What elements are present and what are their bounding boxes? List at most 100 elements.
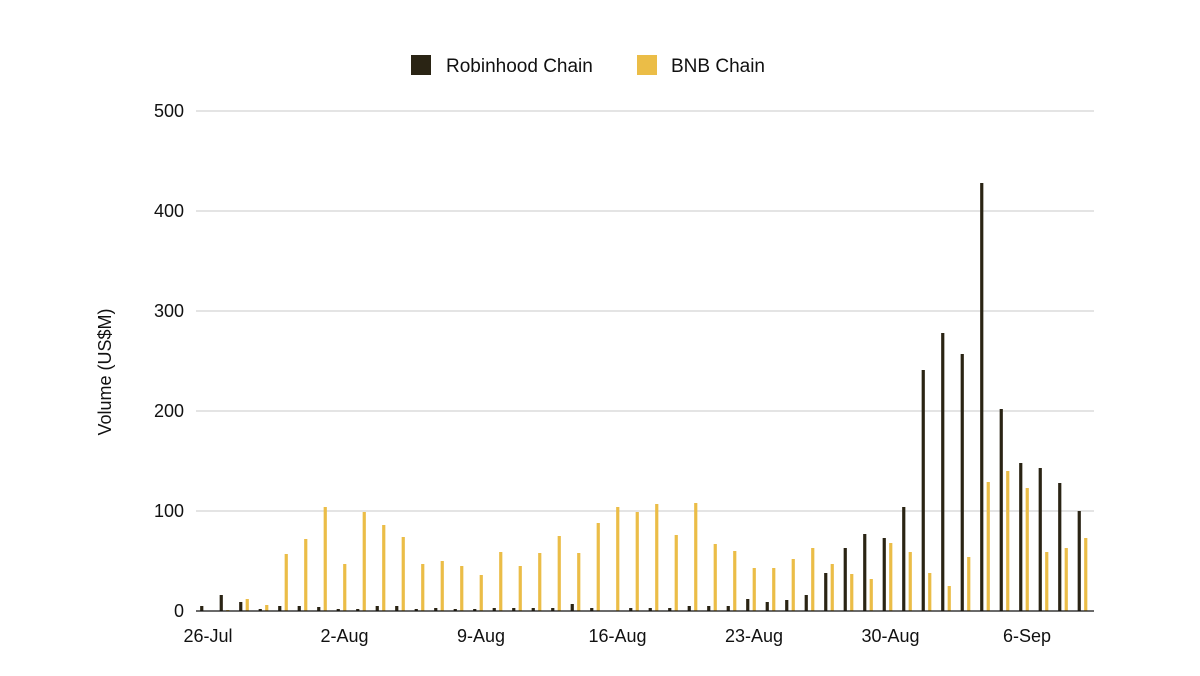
bar-robinhood-chain-27-aug: [824, 573, 828, 611]
bar-robinhood-chain-29-aug: [863, 534, 867, 611]
bar-robinhood-chain-13-aug: [551, 608, 555, 611]
bar-robinhood-chain-6-aug: [414, 609, 418, 611]
bar-bnb-chain-9-aug: [479, 575, 483, 611]
bar-robinhood-chain-26-jul: [200, 606, 204, 611]
bar-bnb-chain-3-sep: [967, 557, 971, 611]
bar-robinhood-chain-8-aug: [453, 609, 457, 611]
bar-bnb-chain-29-aug: [869, 579, 873, 611]
y-tick-label: 500: [154, 101, 184, 121]
bar-robinhood-chain-20-aug: [687, 606, 691, 611]
bar-bnb-chain-31-jul: [304, 539, 308, 611]
bar-bnb-chain-2-sep: [947, 586, 951, 611]
bar-bnb-chain-9-sep: [1084, 538, 1088, 611]
bar-robinhood-chain-30-jul: [278, 606, 282, 611]
bar-bnb-chain-7-aug: [440, 561, 444, 611]
bar-bnb-chain-30-jul: [284, 554, 288, 611]
x-tick-label: 16-Aug: [588, 626, 646, 646]
y-axis-tick-labels: 0 100 200 300 400 500: [154, 101, 184, 621]
x-tick-label: 9-Aug: [457, 626, 505, 646]
bar-bnb-chain-29-jul: [265, 605, 269, 611]
bar-bnb-chain-11-aug: [518, 566, 522, 611]
bar-bnb-chain-6-sep: [1025, 488, 1029, 611]
bar-bnb-chain-3-aug: [362, 512, 366, 611]
bar-robinhood-chain-1-aug: [317, 607, 321, 611]
x-tick-label: 2-Aug: [320, 626, 368, 646]
bar-bnb-chain-4-aug: [382, 525, 386, 611]
bar-robinhood-chain-19-aug: [668, 608, 672, 611]
bar-robinhood-chain-18-aug: [648, 608, 652, 611]
bar-bnb-chain-17-aug: [635, 512, 639, 611]
bar-robinhood-chain-12-aug: [531, 608, 535, 611]
bar-bnb-chain-21-aug: [713, 544, 717, 611]
bar-bnb-chain-31-aug: [908, 552, 912, 611]
bar-robinhood-chain-23-aug: [746, 599, 750, 611]
bar-robinhood-chain-26-aug: [804, 595, 808, 611]
bar-robinhood-chain-5-aug: [395, 606, 399, 611]
x-tick-label: 30-Aug: [861, 626, 919, 646]
bar-robinhood-chain-8-sep: [1058, 483, 1062, 611]
bar-robinhood-chain-10-aug: [492, 608, 496, 611]
bar-robinhood-chain-31-aug: [902, 507, 906, 611]
bar-robinhood-chain-2-sep: [941, 333, 945, 611]
bar-robinhood-chain-4-sep: [980, 183, 984, 611]
bar-bnb-chain-7-sep: [1045, 552, 1049, 611]
legend-swatch-robinhood-chain: [411, 55, 431, 75]
bar-bnb-chain-8-sep: [1064, 548, 1068, 611]
bar-robinhood-chain-17-aug: [629, 608, 633, 611]
bar-bnb-chain-18-aug: [655, 504, 659, 611]
bar-robinhood-chain-15-aug: [590, 608, 594, 611]
bar-robinhood-chain-4-aug: [375, 606, 379, 611]
bar-robinhood-chain-30-aug: [882, 538, 886, 611]
bar-bnb-chain-22-aug: [733, 551, 737, 611]
bar-bnb-chain-5-aug: [401, 537, 405, 611]
bar-robinhood-chain-31-jul: [297, 606, 301, 611]
bar-bnb-chain-4-sep: [986, 482, 990, 611]
y-tick-label: 100: [154, 501, 184, 521]
bar-bnb-chain-1-sep: [928, 573, 932, 611]
bar-robinhood-chain-7-sep: [1038, 468, 1042, 611]
bar-robinhood-chain-27-jul: [219, 595, 223, 611]
y-tick-label: 0: [174, 601, 184, 621]
bars: [200, 183, 1088, 611]
bar-bnb-chain-26-aug: [811, 548, 815, 611]
y-tick-label: 400: [154, 201, 184, 221]
bar-robinhood-chain-5-sep: [999, 409, 1003, 611]
legend-label-bnb-chain: BNB Chain: [671, 56, 765, 77]
bar-robinhood-chain-29-jul: [258, 609, 262, 611]
bar-robinhood-chain-6-sep: [1019, 463, 1023, 611]
bar-bnb-chain-1-aug: [323, 507, 327, 611]
x-tick-label: 6-Sep: [1003, 626, 1051, 646]
bar-robinhood-chain-28-aug: [843, 548, 847, 611]
bar-robinhood-chain-22-aug: [726, 606, 730, 611]
bar-bnb-chain-6-aug: [421, 564, 425, 611]
bar-robinhood-chain-3-sep: [960, 354, 964, 611]
bar-robinhood-chain-24-aug: [765, 602, 769, 611]
gridlines: [196, 110, 1094, 512]
bar-robinhood-chain-14-aug: [570, 604, 574, 611]
bar-bnb-chain-20-aug: [694, 503, 698, 611]
bar-bnb-chain-12-aug: [538, 553, 542, 611]
bar-robinhood-chain-21-aug: [707, 606, 711, 611]
y-axis-title: Volume (US$M): [95, 308, 115, 435]
bar-bnb-chain-24-aug: [772, 568, 776, 611]
x-tick-label: 23-Aug: [725, 626, 783, 646]
bar-bnb-chain-16-aug: [616, 507, 620, 611]
legend-label-robinhood-chain: Robinhood Chain: [446, 56, 593, 77]
bar-robinhood-chain-9-aug: [473, 609, 477, 611]
bar-bnb-chain-19-aug: [674, 535, 678, 611]
legend: Robinhood Chain BNB Chain: [411, 55, 765, 77]
y-tick-label: 200: [154, 401, 184, 421]
bar-robinhood-chain-2-aug: [336, 609, 340, 611]
x-tick-label: 26-Jul: [183, 626, 232, 646]
bar-bnb-chain-28-jul: [245, 599, 249, 611]
bar-bnb-chain-14-aug: [577, 553, 581, 611]
bar-robinhood-chain-1-sep: [921, 370, 925, 611]
legend-swatch-bnb-chain: [637, 55, 657, 75]
bar-robinhood-chain-25-aug: [785, 600, 789, 611]
y-tick-label: 300: [154, 301, 184, 321]
bar-robinhood-chain-9-sep: [1077, 511, 1081, 611]
bar-robinhood-chain-7-aug: [434, 608, 438, 611]
bar-bnb-chain-15-aug: [596, 523, 600, 611]
